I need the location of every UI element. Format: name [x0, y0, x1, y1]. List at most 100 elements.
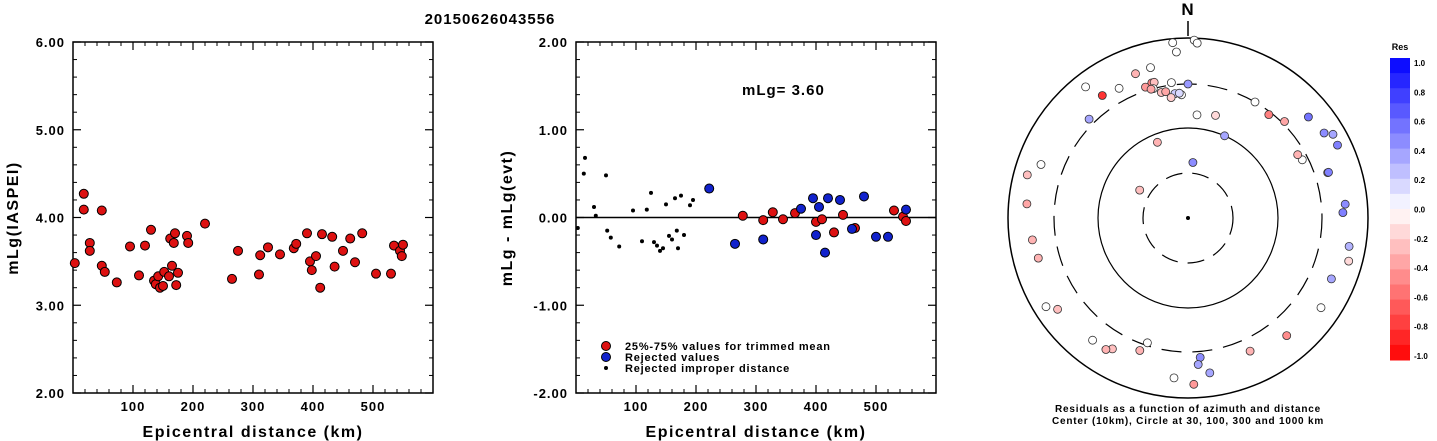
trimmed-mean-point — [778, 214, 788, 225]
colorbar-tick-label: 0.0 — [1414, 206, 1426, 215]
colorbar-cell — [1390, 58, 1410, 74]
colorbar-cell — [1390, 329, 1410, 346]
improper-distance-point — [658, 248, 662, 253]
data-point — [200, 218, 210, 229]
colorbar-tick-label: -1.0 — [1414, 352, 1428, 361]
data-point — [315, 282, 326, 293]
rejected-point — [704, 183, 715, 194]
y-tick-label: 2.00 — [36, 386, 65, 401]
legend-marker — [604, 366, 608, 370]
improper-distance-point — [583, 155, 587, 160]
colorbar-cell — [1390, 239, 1410, 255]
trimmed-mean-point — [901, 216, 911, 227]
y-tick-label: 4.00 — [36, 211, 65, 226]
colorbar-cell — [1390, 193, 1410, 210]
station-residual-point — [1169, 373, 1179, 383]
data-point — [350, 257, 360, 268]
data-point — [396, 251, 407, 262]
data-point — [173, 267, 183, 278]
data-point — [329, 261, 340, 272]
panel2-legend: 25%-75% values for trimmed meanRejected … — [601, 341, 831, 375]
residual-colorbar: Res 1.0 0.8 0.6 0.4 0.2 0.0 -0.2 -0.4 -0.6 -0.8 -1… — [1390, 42, 1428, 361]
x-tick-label: 300 — [744, 399, 769, 414]
rejected-point — [871, 231, 881, 242]
rejected-point — [811, 230, 821, 241]
improper-distance-point — [655, 243, 659, 248]
improper-distance-point — [674, 228, 679, 233]
station-residual-point — [1192, 38, 1202, 48]
station-residual-point — [1114, 83, 1124, 93]
colorbar-cell — [1390, 163, 1410, 180]
improper-distance-point — [608, 235, 613, 240]
station-residual-point — [1168, 38, 1178, 48]
rejected-point — [814, 201, 824, 212]
panel2-xlabel: Epicentral distance (km) — [646, 424, 867, 441]
colorbar-cell — [1390, 103, 1410, 119]
station-residual-point — [1344, 256, 1354, 266]
data-point — [84, 245, 95, 256]
legend-label: Rejected values — [625, 352, 720, 364]
improper-distance-point — [691, 197, 695, 202]
station-residual-point — [1280, 117, 1289, 126]
data-point — [275, 249, 285, 260]
improper-distance-point — [664, 202, 668, 207]
station-residual-point — [1088, 335, 1097, 345]
colorbar-tick-label: -0.4 — [1414, 264, 1428, 273]
data-point — [140, 240, 150, 251]
station-residual-point — [1304, 112, 1313, 122]
station-residual-point — [1053, 304, 1062, 314]
data-point — [158, 280, 168, 291]
station-residual-point — [1250, 97, 1260, 107]
colorbar-cell — [1390, 344, 1410, 361]
rejected-point — [847, 223, 857, 234]
data-point — [96, 205, 107, 216]
legend-marker — [601, 352, 611, 362]
data-point — [125, 241, 135, 252]
data-point — [263, 242, 273, 253]
colorbar-tick-label: 0.8 — [1414, 88, 1426, 97]
station-residual-point — [1172, 47, 1181, 57]
rejected-point — [730, 238, 740, 249]
data-point — [255, 250, 266, 261]
improper-distance-point — [688, 203, 692, 208]
station-residual-point — [1189, 379, 1199, 389]
improper-distance-point — [593, 213, 598, 218]
rejected-point — [796, 203, 806, 214]
station-residual-point — [1135, 185, 1145, 195]
y-tick-label: 5.00 — [36, 123, 65, 138]
legend-label: 25%-75% values for trimmed mean — [625, 341, 831, 353]
station-residual-point — [1033, 253, 1043, 263]
station-residual-point — [1293, 150, 1303, 160]
panel1-points — [69, 188, 408, 293]
station-residual-point — [1211, 111, 1220, 120]
y-tick-label: 3.00 — [36, 298, 65, 313]
x-tick-label: 400 — [301, 399, 326, 414]
data-point — [170, 228, 180, 239]
trimmed-mean-point — [889, 205, 899, 216]
station-residual-point — [1188, 158, 1198, 167]
data-point — [167, 260, 177, 271]
station-residual-point — [1338, 208, 1348, 218]
colorbar-cell — [1390, 314, 1410, 331]
trimmed-mean-point — [829, 227, 839, 238]
x-tick-label: 200 — [181, 399, 206, 414]
colorbar-tick-label: -0.8 — [1414, 323, 1428, 332]
colorbar-cell — [1390, 133, 1410, 150]
data-point — [345, 233, 356, 244]
station-residual-point — [1324, 167, 1333, 177]
legend-label: Rejected improper distance — [625, 363, 790, 375]
station-residual-point — [1097, 91, 1107, 100]
x-tick-label: 200 — [684, 399, 709, 414]
station-residual-point — [1333, 140, 1342, 150]
station-residual-point — [1131, 69, 1140, 79]
trimmed-mean-point — [737, 210, 748, 221]
improper-distance-point — [631, 208, 635, 213]
data-point — [317, 229, 327, 240]
data-point — [371, 268, 381, 279]
circle-30km — [1142, 172, 1234, 264]
rejected-point — [901, 204, 911, 215]
data-point — [386, 268, 396, 279]
data-point — [254, 269, 264, 280]
colorbar-cell — [1390, 224, 1410, 240]
